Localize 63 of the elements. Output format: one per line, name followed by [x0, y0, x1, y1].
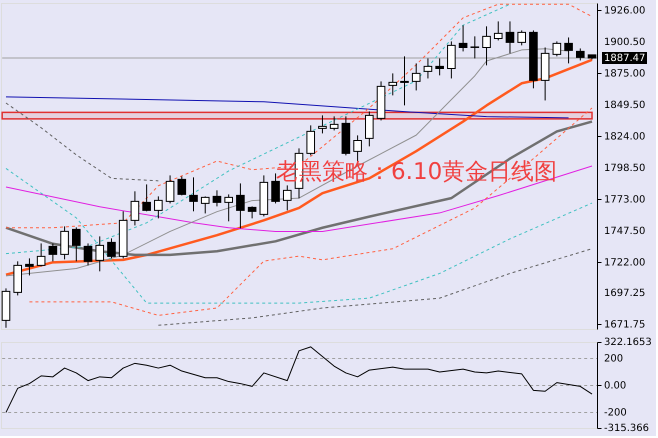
y-tick-label: 1849.50 [604, 100, 646, 111]
candlestick [517, 30, 526, 46]
candlestick [212, 190, 222, 207]
candlestick [576, 48, 585, 61]
candlestick [95, 236, 104, 272]
candlestick [248, 206, 256, 219]
candlestick [424, 58, 432, 79]
candlestick [177, 176, 186, 196]
candlestick [470, 36, 480, 59]
candlestick [506, 20, 514, 54]
candlestick [142, 184, 151, 212]
y-tick-label: 1798.50 [604, 162, 646, 174]
candlestick [236, 182, 245, 229]
candlestick [412, 62, 421, 91]
candlestick [552, 40, 562, 57]
y-tick-label: 1722.00 [604, 257, 646, 268]
candlestick [189, 176, 198, 212]
y-tick-label: 322.1653 [604, 337, 652, 348]
y-tick-label: -315.366 [604, 423, 649, 434]
candlestick [48, 242, 58, 262]
candlestick [166, 174, 174, 204]
candlestick [494, 20, 503, 41]
candlestick [447, 40, 456, 79]
candlestick [482, 26, 491, 66]
candlestick [400, 56, 409, 106]
y-tick-label: 0.00 [604, 380, 626, 392]
candlestick [330, 116, 338, 131]
candlestick [130, 190, 140, 226]
candlestick [84, 242, 92, 266]
candlestick [282, 184, 292, 211]
y-tick-label: 1824.00 [604, 131, 646, 142]
candlestick [25, 258, 34, 276]
y-tick-label: 1697.25 [604, 288, 646, 299]
candlestick [388, 72, 398, 96]
ref-line-label: 1887.47 [604, 52, 646, 64]
candlestick [154, 196, 163, 219]
candlestick [36, 242, 46, 267]
y-tick-label: -200 [604, 407, 627, 418]
candlestick [353, 134, 362, 162]
y-tick-label: 1875.00 [604, 68, 646, 80]
y-tick-label: 1773.00 [604, 194, 646, 206]
line-series [5, 4, 593, 228]
y-tick-label: 1671.75 [604, 319, 646, 330]
candlestick [564, 36, 573, 64]
candlestick [200, 196, 210, 214]
candlestick [318, 114, 327, 134]
candlestick [306, 124, 316, 156]
line-series [5, 102, 159, 182]
candlestick [224, 194, 233, 222]
line-series [28, 107, 593, 316]
y-tick-label: 1747.50 [604, 226, 646, 237]
y-tick-label: 200 [604, 353, 624, 364]
candlestick [458, 24, 468, 52]
candlestick [107, 238, 116, 259]
line-series [158, 248, 593, 326]
y-tick-label: 1900.50 [604, 36, 646, 48]
candlestick [435, 58, 444, 76]
candlestick [365, 110, 374, 147]
candlestick [72, 226, 81, 262]
line-series [5, 96, 570, 118]
line-series [5, 346, 593, 413]
y-tick-label: 1926.00 [604, 5, 646, 16]
candlestick [60, 226, 69, 260]
